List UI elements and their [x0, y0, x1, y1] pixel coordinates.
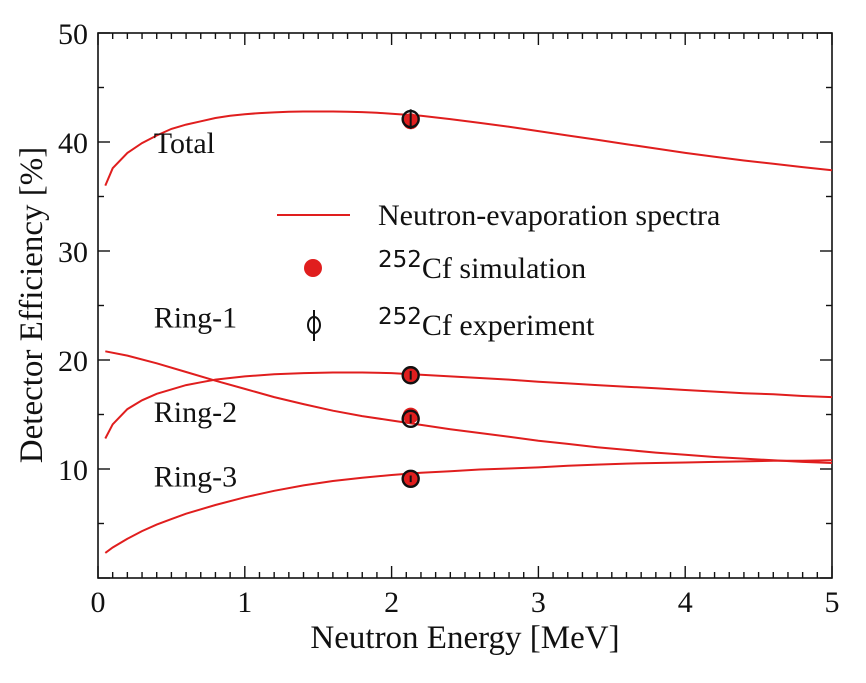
x-tick-label: 0	[91, 586, 106, 619]
experiment-point-ring-1	[401, 366, 420, 385]
axis-ticks	[97, 32, 833, 579]
annotation-total: Total	[154, 127, 215, 160]
curve-annotations: Total Ring-1 Ring-2 Ring-3	[154, 127, 237, 494]
legend-simulation-label: 252Cf simulation	[378, 247, 586, 285]
data-markers	[401, 109, 420, 489]
y-tick-label: 20	[58, 345, 88, 378]
annotation-ring-3: Ring-3	[154, 460, 237, 493]
axis-tick-labels: 0 1 2 3 4 5 10 20 30 40 50	[58, 18, 840, 619]
x-axis-label: Neutron Energy [MeV]	[310, 620, 619, 656]
y-tick-label: 50	[58, 18, 88, 51]
efficiency-curves	[104, 110, 833, 554]
legend-simulation-text: Cf simulation	[422, 252, 586, 285]
legend: Neutron-evaporation spectra 252Cf simula…	[277, 199, 720, 342]
curve-total	[104, 110, 833, 186]
curve-ring-3	[104, 459, 833, 554]
x-tick-label: 5	[825, 586, 840, 619]
x-tick-label: 2	[384, 586, 399, 619]
y-tick-label: 10	[58, 454, 88, 487]
y-axis-label: Detector Efficiency [%]	[14, 147, 50, 463]
legend-simulation-sup: 252	[378, 247, 422, 273]
legend-experiment-label: 252Cf experiment	[378, 304, 595, 342]
legend-experiment-text: Cf experiment	[422, 309, 595, 342]
curve-ring-1	[104, 371, 833, 439]
legend-experiment-sup: 252	[378, 304, 422, 330]
y-tick-label: 40	[58, 127, 88, 160]
annotation-ring-2: Ring-2	[154, 396, 237, 429]
x-tick-label: 3	[531, 586, 546, 619]
experiment-point-ring-3	[401, 469, 420, 489]
curve-ring-2	[105, 350, 833, 464]
y-tick-label: 30	[58, 236, 88, 269]
legend-line-label: Neutron-evaporation spectra	[378, 199, 720, 232]
legend-simulation-marker	[304, 259, 322, 277]
experiment-point-ring-2	[401, 409, 420, 429]
annotation-ring-1: Ring-1	[154, 301, 237, 334]
x-tick-label: 4	[678, 586, 693, 619]
x-tick-label: 1	[237, 586, 252, 619]
